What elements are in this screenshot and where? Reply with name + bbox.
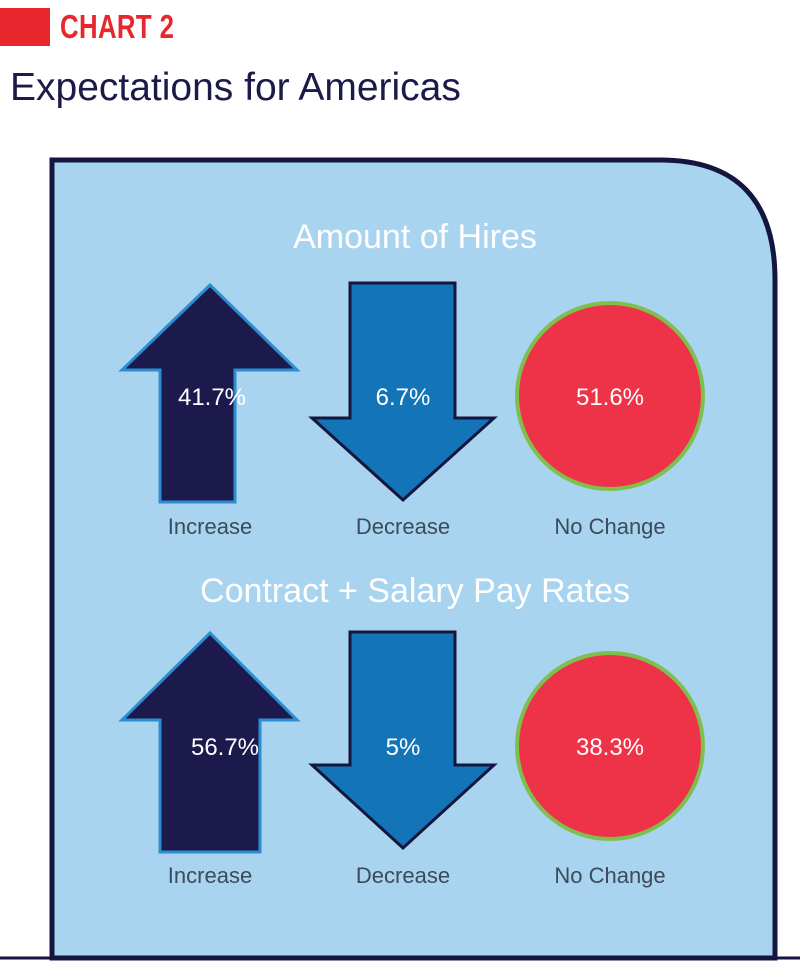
no-change-value-label: 51.6% <box>575 384 645 411</box>
increase-arrow-icon <box>118 282 301 504</box>
increase-arrow-icon <box>118 630 301 854</box>
chart-tag: CHART 2 <box>0 8 207 46</box>
increase-value-label: 56.7% <box>190 734 260 761</box>
decrease-arrow-icon <box>308 630 498 851</box>
section-title-pay-rates: Contract + Salary Pay Rates <box>200 572 630 610</box>
increase-category-label: Increase <box>167 863 253 888</box>
section-title-hires: Amount of Hires <box>293 218 537 256</box>
increase-value-label: 41.7% <box>177 384 247 411</box>
decrease-category-label: Decrease <box>355 514 451 539</box>
chart-number-label: CHART 2 <box>60 8 175 45</box>
red-tag-block <box>0 8 50 46</box>
no-change-category-label: No Change <box>554 863 666 888</box>
decrease-category-label: Decrease <box>355 863 451 888</box>
decrease-arrow-icon <box>308 281 498 503</box>
no-change-value-label: 38.3% <box>575 734 645 761</box>
decrease-value-label: 6.7% <box>375 384 431 411</box>
no-change-circle-icon <box>515 301 705 491</box>
no-change-category-label: No Change <box>554 514 666 539</box>
increase-category-label: Increase <box>167 514 253 539</box>
page-title: Expectations for Americas <box>10 66 461 109</box>
decrease-value-label: 5% <box>385 734 421 761</box>
no-change-circle-icon <box>515 651 705 841</box>
